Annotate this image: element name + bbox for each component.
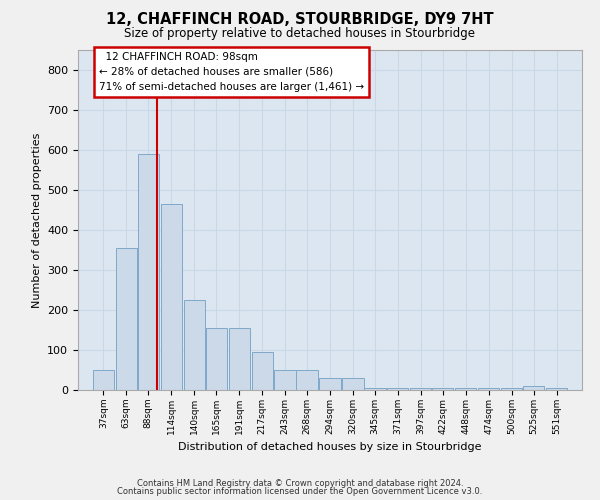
Bar xyxy=(388,388,409,390)
Bar xyxy=(410,388,431,390)
Bar xyxy=(523,386,544,390)
Text: 12, CHAFFINCH ROAD, STOURBRIDGE, DY9 7HT: 12, CHAFFINCH ROAD, STOURBRIDGE, DY9 7HT xyxy=(106,12,494,28)
Bar xyxy=(116,248,137,390)
Y-axis label: Number of detached properties: Number of detached properties xyxy=(32,132,41,308)
Bar xyxy=(343,378,364,390)
Text: Contains public sector information licensed under the Open Government Licence v3: Contains public sector information licen… xyxy=(118,487,482,496)
Bar xyxy=(161,204,182,390)
Bar xyxy=(319,378,341,390)
Bar xyxy=(364,388,386,390)
Bar xyxy=(93,370,114,390)
Text: 12 CHAFFINCH ROAD: 98sqm
← 28% of detached houses are smaller (586)
71% of semi-: 12 CHAFFINCH ROAD: 98sqm ← 28% of detach… xyxy=(99,52,364,92)
Bar xyxy=(251,352,272,390)
Bar xyxy=(501,388,522,390)
Bar xyxy=(296,370,317,390)
X-axis label: Distribution of detached houses by size in Stourbridge: Distribution of detached houses by size … xyxy=(178,442,482,452)
Bar xyxy=(229,328,250,390)
Bar xyxy=(184,300,205,390)
Text: Contains HM Land Registry data © Crown copyright and database right 2024.: Contains HM Land Registry data © Crown c… xyxy=(137,478,463,488)
Bar xyxy=(546,388,567,390)
Bar xyxy=(478,388,499,390)
Bar xyxy=(274,370,296,390)
Text: Size of property relative to detached houses in Stourbridge: Size of property relative to detached ho… xyxy=(125,28,476,40)
Bar xyxy=(432,388,454,390)
Bar xyxy=(206,328,227,390)
Bar xyxy=(455,388,476,390)
Bar xyxy=(138,154,159,390)
